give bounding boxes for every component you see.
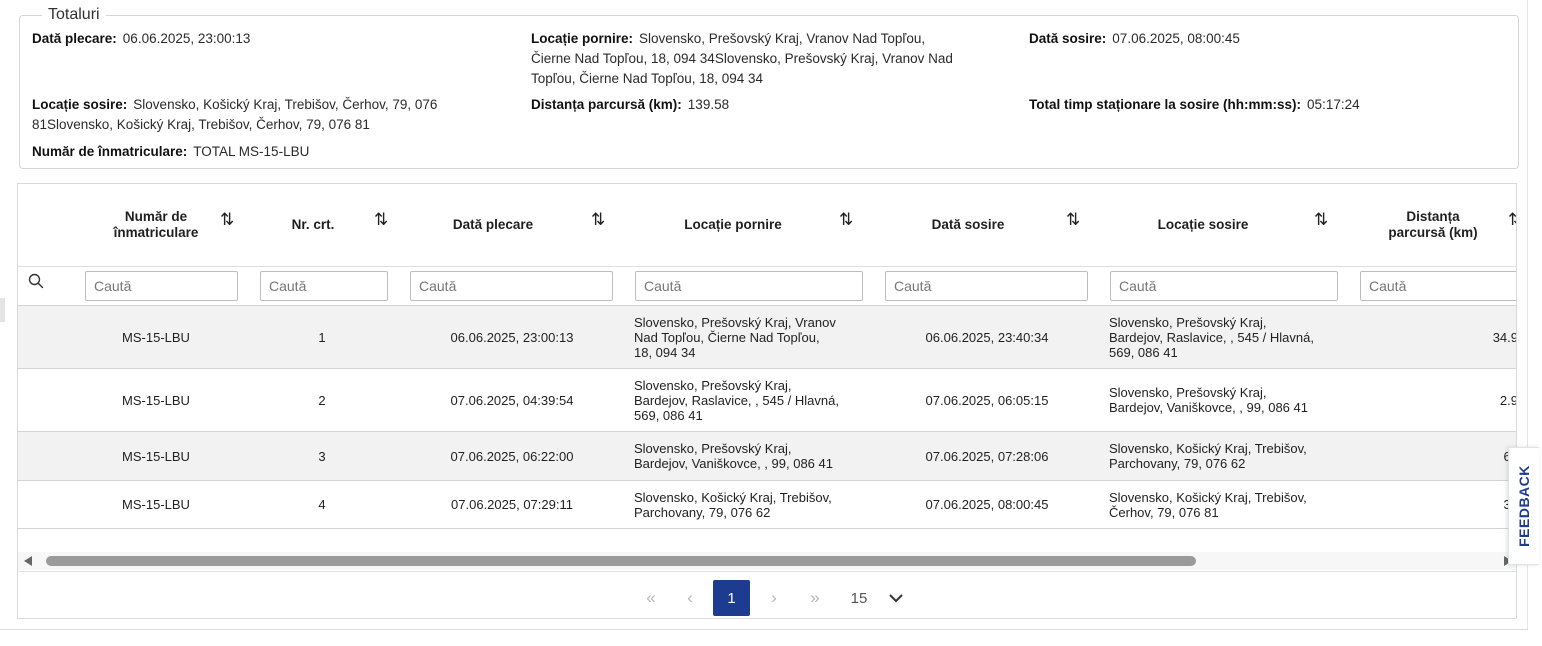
table-row[interactable]: MS-15-LBU 4 07.06.2025, 07:29:11 Slovens… — [18, 481, 1516, 529]
table-row[interactable]: MS-15-LBU 1 06.06.2025, 23:00:13 Slovens… — [18, 305, 1517, 369]
total-start-location-label: Locație pornire: — [531, 31, 634, 46]
total-start-location-line2: Čierne Nad Topľou, 18, 094 34Slovensko, … — [531, 51, 953, 66]
total-stop-time-value: 05:17:24 — [1307, 97, 1360, 112]
scroll-left-icon[interactable] — [24, 556, 32, 566]
sort-icon[interactable]: ⇅ — [1066, 210, 1081, 229]
table-row[interactable]: MS-15-LBU 2 07.06.2025, 04:39:54 Slovens… — [18, 369, 1517, 432]
chevron-down-icon[interactable] — [884, 580, 908, 616]
table-header: Număr de înmatriculare ⇅ Nr. crt. ⇅ Dată … — [18, 184, 1516, 267]
total-stop-time-label: Total timp staționare la sosire (hh:mm:s… — [1029, 97, 1302, 112]
cell-start-location: Slovensko, Prešovský Kraj, Vranov Nad Top… — [634, 314, 836, 360]
col-header-nr[interactable]: Nr. crt. — [291, 217, 335, 232]
prev-page-icon[interactable]: ‹ — [687, 588, 693, 607]
cell-end-location: Slovensko, Košický Kraj, Trebišov, Parcho… — [1109, 441, 1307, 471]
total-arrival-location-line2: 81Slovensko, Košický Kraj, Trebišov, Čer… — [32, 117, 370, 132]
last-page-icon[interactable]: » — [810, 588, 820, 607]
total-departure-date-value: 06.06.2025, 23:00:13 — [122, 31, 251, 46]
total-arrival-location-label: Locație sosire: — [32, 97, 128, 112]
col-header-departure[interactable]: Dată plecare — [452, 217, 534, 232]
total-arrival-date: Dată sosire: 07.06.2025, 08:00:45 — [1029, 29, 1240, 49]
filter-end-location-input[interactable] — [1110, 271, 1338, 301]
totals-legend: Totaluri — [42, 6, 106, 24]
cell-arrival: 07.06.2025, 06:05:15 — [925, 392, 1049, 408]
feedback-tab[interactable]: FEEDBACK — [1508, 447, 1539, 565]
trips-table: Număr de înmatriculare ⇅ Nr. crt. ⇅ Dată … — [17, 183, 1517, 619]
cell-departure: 07.06.2025, 06:22:00 — [450, 448, 574, 464]
cell-distance: 35 — [1418, 481, 1516, 528]
page-size-value[interactable]: 15 — [850, 589, 868, 607]
col-header-distance[interactable]: Distanța parcursă (km) — [1388, 209, 1478, 240]
sort-icon[interactable]: ⇅ — [374, 210, 389, 229]
page-1-button[interactable]: 1 — [713, 580, 750, 616]
filter-departure-input[interactable] — [410, 271, 613, 301]
sort-icon[interactable]: ⇅ — [839, 210, 854, 229]
total-distance-label: Distanța parcursă (km): — [531, 97, 682, 112]
col-header-plate[interactable]: Număr de înmatriculare — [113, 209, 199, 240]
filter-plate-input[interactable] — [85, 271, 238, 301]
cell-end-location: Slovensko, Prešovský Kraj, Bardejov, Vani… — [1109, 385, 1308, 415]
cell-nr: 3 — [318, 448, 326, 464]
filter-distance-input[interactable] — [1360, 271, 1516, 301]
cell-nr: 4 — [318, 497, 326, 512]
pagination: « ‹ 1 › » 15 — [18, 571, 1516, 618]
totals-panel: Totaluri Dată plecare: 06.06.2025, 23:00:… — [19, 6, 1519, 169]
sort-icon[interactable]: ⇅ — [1508, 210, 1516, 230]
first-page-icon[interactable]: « — [646, 588, 656, 607]
total-stop-time: Total timp staționare la sosire (hh:mm:s… — [1029, 95, 1360, 115]
total-arrival-date-value: 07.06.2025, 08:00:45 — [1112, 31, 1240, 46]
total-arrival-location: Locație sosire: Slovensko, Košický Kraj, … — [32, 95, 502, 135]
total-plate-value: TOTAL MS-15-LBU — [193, 144, 310, 159]
filter-nr-input[interactable] — [260, 271, 388, 301]
cell-arrival: 07.06.2025, 08:00:45 — [925, 497, 1049, 512]
filter-start-location-input[interactable] — [635, 271, 863, 301]
filter-row — [18, 267, 1516, 305]
scrollbar-thumb[interactable] — [46, 556, 1196, 566]
total-start-location-line3: Topľou, Čierne Nad Topľou, 18, 094 34 — [531, 71, 764, 86]
col-header-arrival[interactable]: Dată sosire — [931, 217, 1005, 232]
cell-arrival: 07.06.2025, 07:28:06 — [925, 448, 1049, 464]
sort-icon[interactable]: ⇅ — [1314, 210, 1329, 229]
cell-plate: MS-15-LBU — [122, 497, 190, 512]
page-bottom-border — [0, 629, 1528, 630]
total-start-location-line1: Slovensko, Prešovský Kraj, Vranov Nad To… — [639, 31, 926, 46]
horizontal-scrollbar[interactable] — [18, 552, 1516, 570]
page-right-border — [1527, 0, 1528, 630]
cell-departure: 07.06.2025, 07:29:11 — [451, 497, 573, 512]
total-start-location: Locație pornire: Slovensko, Prešovský Kra… — [531, 29, 1011, 89]
cell-distance: 2.9 — [1499, 392, 1517, 408]
total-arrival-date-label: Dată sosire: — [1029, 31, 1107, 46]
left-edge-tab — [0, 298, 5, 322]
col-header-end-location[interactable]: Locație sosire — [1157, 217, 1249, 232]
cell-distance: 66 — [1418, 432, 1516, 480]
next-page-icon[interactable]: › — [771, 588, 777, 607]
cell-start-location: Slovensko, Prešovský Kraj, Bardejov, Vani… — [634, 441, 833, 471]
cell-end-location: Slovensko, Košický Kraj, Trebišov, Čerhov… — [1109, 489, 1307, 520]
cell-nr: 2 — [318, 392, 326, 408]
cell-nr: 1 — [318, 329, 326, 345]
total-departure-date: Dată plecare: 06.06.2025, 23:00:13 — [32, 29, 250, 49]
cell-departure: 06.06.2025, 23:00:13 — [450, 329, 574, 345]
cell-start-location: Slovensko, Prešovský Kraj, Bardejov, Rasl… — [634, 377, 839, 423]
table-row[interactable]: MS-15-LBU 3 07.06.2025, 06:22:00 Slovens… — [18, 432, 1516, 481]
total-plate: Număr de înmatriculare: TOTAL MS-15-LBU — [32, 142, 309, 162]
cell-plate: MS-15-LBU — [122, 448, 190, 464]
sort-icon[interactable]: ⇅ — [220, 210, 235, 229]
total-distance: Distanța parcursă (km): 139.58 — [531, 95, 729, 115]
cell-plate: MS-15-LBU — [122, 392, 190, 408]
total-arrival-location-line1: Slovensko, Košický Kraj, Trebišov, Čerho… — [133, 97, 438, 112]
cell-arrival: 06.06.2025, 23:40:34 — [925, 329, 1049, 345]
cell-end-location: Slovensko, Prešovský Kraj, Bardejov, Rasl… — [1109, 314, 1314, 360]
feedback-label: FEEDBACK — [1516, 465, 1532, 547]
col-header-start-location[interactable]: Locație pornire — [684, 217, 782, 232]
total-plate-label: Număr de înmatriculare: — [32, 144, 188, 159]
cell-departure: 07.06.2025, 04:39:54 — [450, 392, 574, 408]
cell-plate: MS-15-LBU — [122, 329, 190, 345]
total-distance-value: 139.58 — [687, 97, 730, 112]
cell-start-location: Slovensko, Košický Kraj, Trebišov, Parcho… — [634, 489, 832, 520]
total-departure-date-label: Dată plecare: — [32, 31, 117, 46]
cell-distance: 34.9 — [1492, 329, 1517, 345]
sort-icon[interactable]: ⇅ — [591, 210, 606, 229]
filter-arrival-input[interactable] — [885, 271, 1088, 301]
search-icon — [28, 273, 44, 289]
